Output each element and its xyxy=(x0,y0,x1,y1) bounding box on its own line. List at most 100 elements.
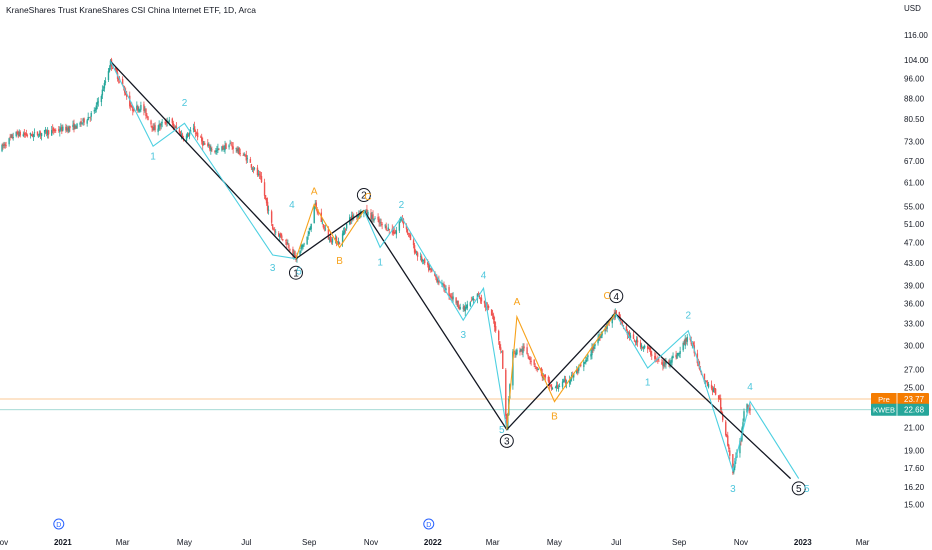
candle-body xyxy=(259,175,262,177)
candle-body xyxy=(165,122,167,124)
candle-body xyxy=(158,124,160,130)
candle-body xyxy=(12,136,14,139)
candle-body xyxy=(429,269,431,270)
candle-body xyxy=(280,233,282,237)
candle-body xyxy=(272,229,275,231)
candle-body xyxy=(286,242,288,245)
candle-body xyxy=(558,386,561,387)
candle-body xyxy=(385,225,387,231)
candle-body xyxy=(36,131,39,136)
candle-body xyxy=(547,376,550,382)
y-tick-label: 36.00 xyxy=(904,300,925,309)
candle-body xyxy=(126,94,128,97)
candle-body xyxy=(720,410,723,414)
price-badge-value: 23.77 xyxy=(904,395,925,404)
candle-body xyxy=(551,387,554,390)
candle-body xyxy=(5,145,7,146)
candle-body xyxy=(22,134,25,137)
candle-body xyxy=(554,387,557,389)
candle-body xyxy=(192,127,195,130)
candle-body xyxy=(322,224,325,228)
candle-body xyxy=(668,360,670,363)
candle-body xyxy=(214,150,216,152)
candle-body xyxy=(173,126,176,128)
y-tick-label: 25.00 xyxy=(904,383,925,392)
x-tick-label: Nov xyxy=(364,538,378,547)
candle-body xyxy=(428,263,430,271)
candle-body xyxy=(662,364,664,367)
dividend-marker-label: D xyxy=(426,522,431,529)
candle-body xyxy=(592,346,594,350)
candle-body xyxy=(675,354,677,358)
y-tick-label: 51.00 xyxy=(904,220,925,229)
candle-body xyxy=(208,144,210,146)
candle-body xyxy=(121,79,124,85)
candle-body xyxy=(33,132,36,134)
candle-body xyxy=(641,347,644,348)
wave-label: 5 xyxy=(296,267,302,278)
candle-body xyxy=(431,268,433,272)
candle-body xyxy=(427,262,429,265)
candle-body xyxy=(523,346,525,349)
candle-body xyxy=(293,252,295,257)
candle-body xyxy=(337,241,340,245)
x-tick-label: 2023 xyxy=(794,538,812,547)
candle-body xyxy=(578,366,580,371)
candle-body xyxy=(24,134,27,136)
candle-body xyxy=(639,342,642,348)
x-tick-label: Sep xyxy=(672,538,687,547)
candle-body xyxy=(498,330,500,341)
x-axis[interactable]: Nov 2021 Mar May Jul Sep Nov 2022 Mar May Jul Sep No… xyxy=(0,536,932,550)
candle-body xyxy=(543,374,546,377)
wave-line-minor-1 xyxy=(110,61,297,260)
candle-body xyxy=(466,304,468,309)
candle-body xyxy=(231,145,233,147)
candle-body xyxy=(131,106,133,108)
candle-body xyxy=(664,361,666,364)
candle-body xyxy=(164,121,166,124)
candle-body xyxy=(380,221,382,223)
candle-body xyxy=(302,244,304,247)
candle-body xyxy=(299,250,301,255)
candle-body xyxy=(462,307,464,309)
candle-body xyxy=(232,146,234,150)
candle-body xyxy=(265,197,268,204)
candle-body xyxy=(684,338,686,346)
candle-body xyxy=(168,119,170,122)
candle-body xyxy=(201,136,203,142)
candle-body xyxy=(101,89,104,96)
candle-body xyxy=(43,130,46,133)
candle-body xyxy=(316,209,318,213)
candle-body xyxy=(137,106,139,111)
candle-body xyxy=(568,379,571,384)
candle-body xyxy=(477,293,480,296)
candle-body xyxy=(703,373,706,383)
candle-body xyxy=(275,231,277,233)
candle-body xyxy=(1,144,3,152)
candle-body xyxy=(419,256,422,258)
candle-body xyxy=(243,154,245,156)
candle-body xyxy=(257,173,260,175)
y-axis[interactable]: USD 116.00 104.00 96.00 88.00 80.50 73.00 67.00… xyxy=(871,0,932,550)
candle-body xyxy=(161,122,163,124)
candle-body xyxy=(420,256,423,262)
candle-body xyxy=(115,68,118,74)
candle-body xyxy=(282,239,284,241)
candle-body xyxy=(353,216,355,218)
candle-body xyxy=(722,415,724,421)
candle-body xyxy=(522,347,524,353)
candle-body xyxy=(487,305,490,309)
candle-body xyxy=(490,309,493,316)
candle-body xyxy=(145,108,147,116)
wave-label: 1 xyxy=(150,152,156,163)
y-tick-label: 116.00 xyxy=(904,31,928,40)
candle-body xyxy=(279,234,281,238)
candle-body xyxy=(544,374,547,378)
candle-body xyxy=(181,134,184,137)
candle-body xyxy=(728,444,730,449)
candle-body xyxy=(457,300,459,307)
candle-body xyxy=(95,105,97,110)
candle-body xyxy=(502,350,504,369)
candle-body xyxy=(658,360,660,362)
